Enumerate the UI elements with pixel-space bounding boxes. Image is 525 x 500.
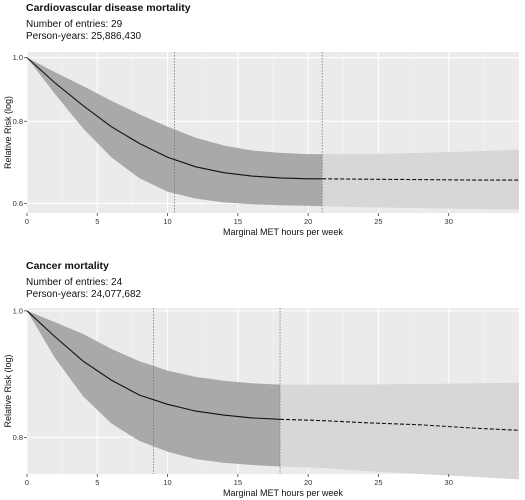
y-tick-label: 1.0 [13,53,23,62]
x-tick-label: 0 [25,478,29,487]
x-tick-label: 20 [304,478,312,487]
chart-title-cardiovascular: Cardiovascular disease mortality [26,2,191,14]
x-axis-label: Marginal MET hours per week [223,227,343,237]
cancer-chart: 0 5 10 15 20 25 30 0.8 1.0 Marginal MET hours per… [3,306,520,498]
y-tick-label: 0.8 [13,117,23,126]
x-tick-label: 15 [234,217,242,226]
y-axis-label: Relative Risk (log) [3,96,13,169]
dose-response-line [26,310,281,420]
x-tick-label: 5 [95,217,99,226]
x-tick-label: 15 [234,478,242,487]
x-tick-label: 30 [445,217,453,226]
x-axis-label: Marginal MET hours per week [223,488,343,498]
chart-title-cancer: Cancer mortality [26,260,109,272]
x-tick-label: 20 [304,217,312,226]
x-tick-label: 10 [163,217,171,226]
person-years: Person-years: 24,077,682 [26,289,142,300]
y-tick-label: 0.6 [13,199,23,208]
dose-response-line [26,57,323,180]
dose-response-line-extrapolated [322,178,519,181]
y-tick-label: 0.8 [13,433,23,442]
confidence-band-observed [27,310,280,467]
confidence-band-extrapolated [280,382,519,480]
cardiovascular-chart: 0 5 10 15 20 25 30 0.6 0.8 1.0 Marginal MET hours … [3,52,519,237]
x-tick-label: 0 [25,217,29,226]
x-tick-label: 10 [163,478,171,487]
y-axis-label: Relative Risk (log) [3,354,13,427]
dose-response-line-extrapolated [279,418,520,431]
confidence-band-observed [27,57,323,207]
person-years: Person-years: 25,886,430 [26,31,142,42]
x-tick-label: 30 [445,478,453,487]
chart-info-cardiovascular: Number of entries: 29 Person-years: 25,8… [26,19,141,43]
chart-info-cancer: Number of entries: 24 Person-years: 24,0… [26,277,141,301]
x-tick-label: 25 [374,478,382,487]
x-tick-label: 25 [374,217,382,226]
entries-count: Number of entries: 29 [26,19,123,30]
y-tick-label: 1.0 [13,306,23,315]
entries-count: Number of entries: 24 [26,277,123,288]
x-tick-label: 5 [95,478,99,487]
